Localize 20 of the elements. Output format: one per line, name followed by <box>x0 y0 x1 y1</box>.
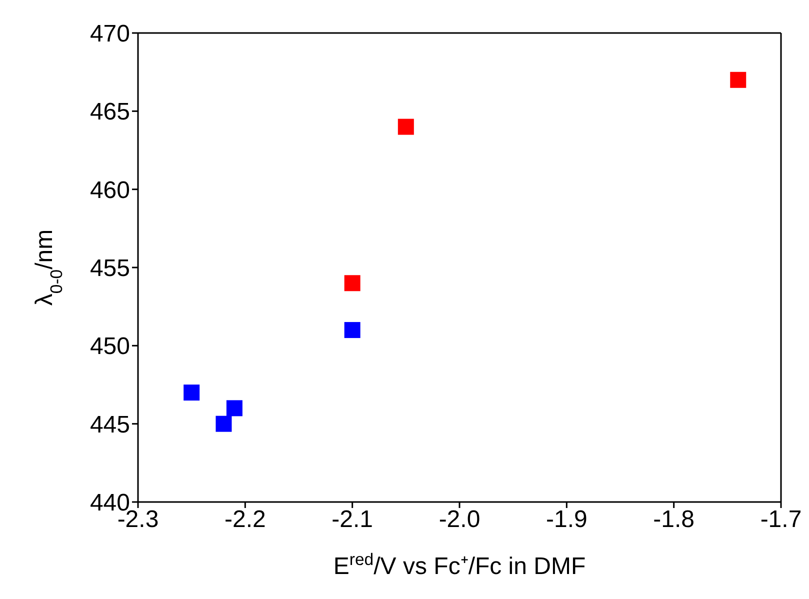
x-tick-label: -2.1 <box>332 506 374 534</box>
point <box>184 384 200 401</box>
x-tick-label: -1.9 <box>546 506 588 534</box>
x-tick-label: -2.2 <box>224 506 266 534</box>
y-tick-label: 455 <box>90 255 130 282</box>
x-tick-label: -2.0 <box>438 506 480 534</box>
point <box>398 118 414 135</box>
y-tick-label: 450 <box>90 333 130 360</box>
point <box>344 322 360 338</box>
y-tick-label: 465 <box>90 98 130 126</box>
point <box>216 416 232 432</box>
point <box>730 72 746 88</box>
point <box>226 400 242 416</box>
y-tick-label: 460 <box>90 176 130 204</box>
x-tick-label: -1.8 <box>653 506 695 534</box>
y-tick-label: 470 <box>90 20 130 48</box>
x-axis-title: E$^{red}$/V vs Fc⁺/Fc in DMF <box>333 550 586 580</box>
y-tick-label: 445 <box>90 411 130 438</box>
point <box>344 275 360 292</box>
x-tick-label: -1.7 <box>760 506 802 534</box>
